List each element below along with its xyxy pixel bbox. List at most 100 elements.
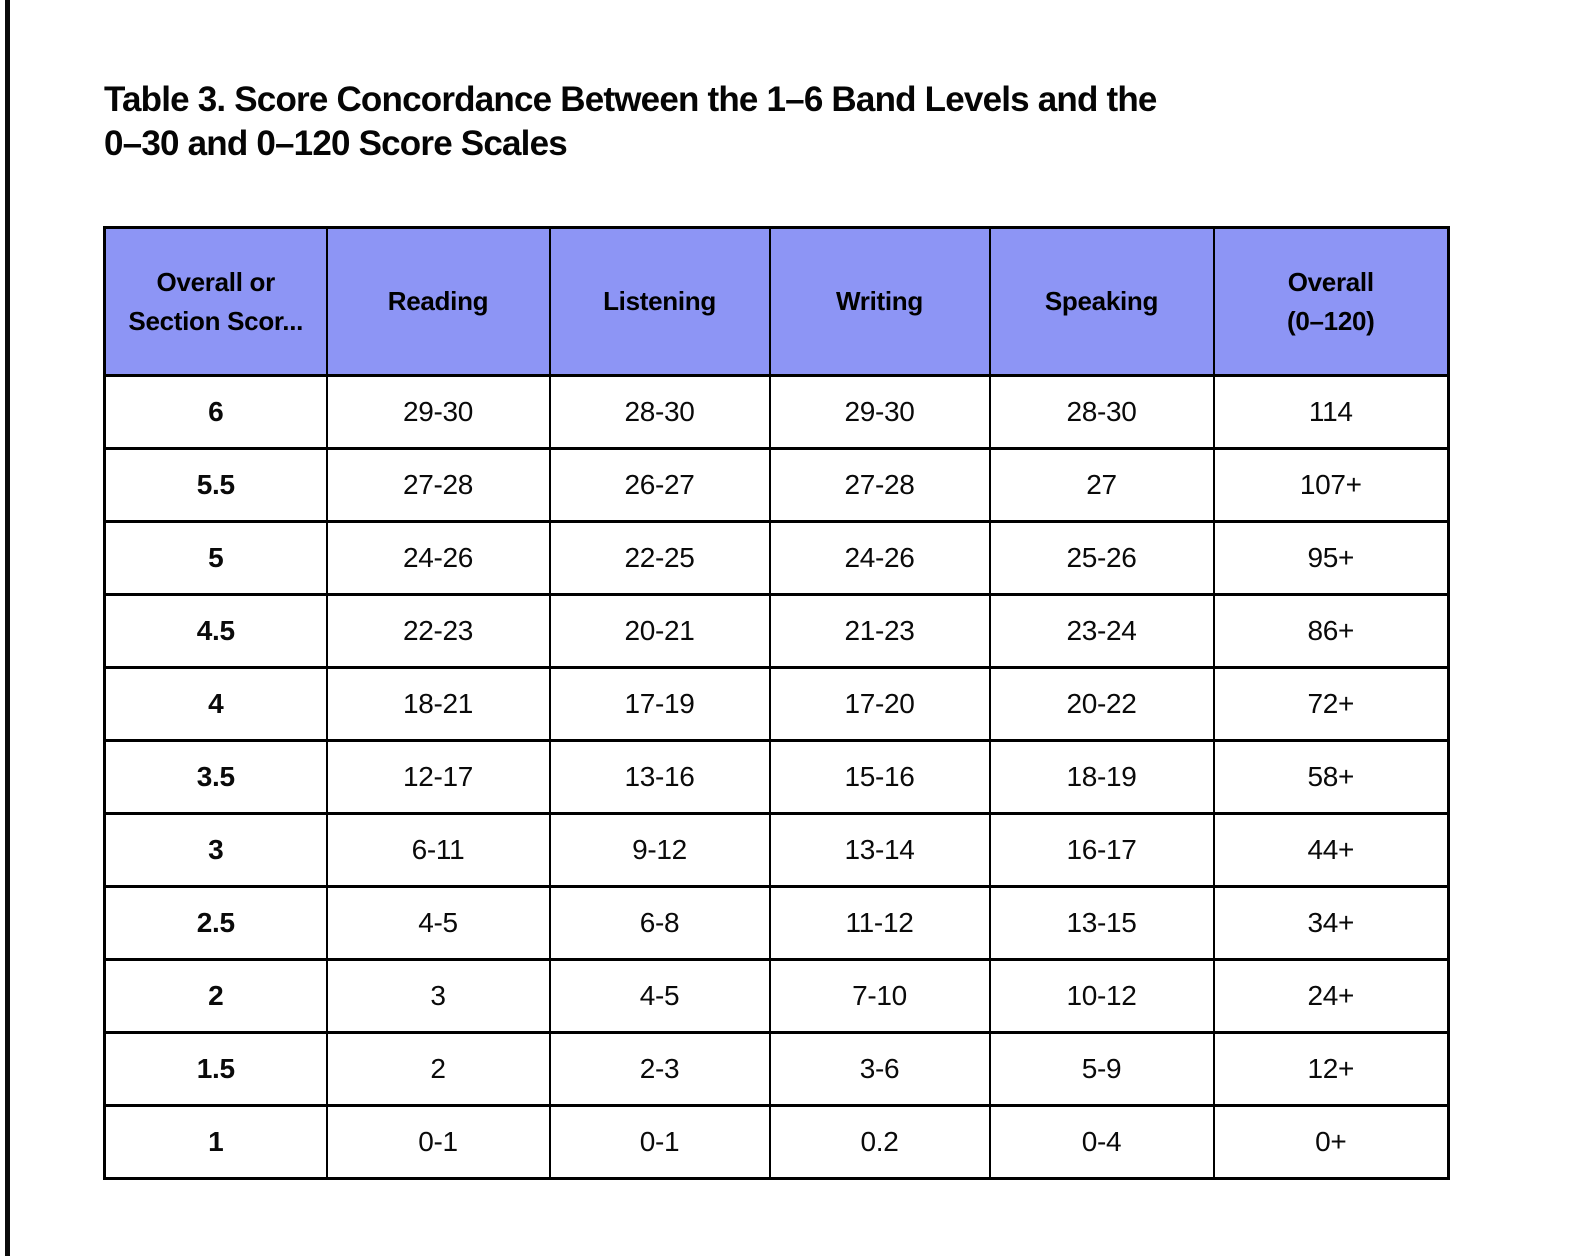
band-level-cell: 5 [103, 520, 328, 596]
cell-writing: 27-28 [768, 447, 991, 523]
cell-speaking: 20-22 [988, 666, 1215, 742]
header-cell-line: Overall [1287, 266, 1374, 297]
cell-listening: 17-19 [548, 666, 771, 742]
cell-listening: 26-27 [548, 447, 771, 523]
score-table-body: 6 29-30 28-30 29-30 28-30 114 5.5 27-28 26-27 27-… [103, 374, 1450, 1180]
header-cell-line: Overall or [156, 266, 276, 297]
header-cell-line: Writing [836, 286, 923, 316]
cell-overall: 34+ [1212, 885, 1450, 961]
band-level-cell: 6 [103, 374, 328, 450]
cell-listening: 20-21 [548, 593, 771, 669]
header-cell-writing: Writing [768, 226, 991, 377]
table-title-line-1: Table 3. Score Concordance Between the 1… [104, 80, 1157, 119]
cell-speaking: 13-15 [988, 885, 1215, 961]
table-title: Table 3. Score Concordance Between the 1… [104, 78, 1304, 166]
cell-speaking: 0-4 [988, 1104, 1215, 1180]
cell-overall: 114 [1212, 374, 1450, 450]
cell-overall: 72+ [1212, 666, 1450, 742]
table-row: 1.5 2 2-3 3-6 5-9 12+ [103, 1031, 1450, 1107]
cell-overall: 107+ [1212, 447, 1450, 523]
header-cell-line: Reading [387, 286, 489, 316]
cell-reading: 4-5 [325, 885, 551, 961]
header-cell-reading: Reading [325, 226, 551, 377]
cell-writing: 13-14 [768, 812, 991, 888]
table-title-line-2: 0–30 and 0–120 Score Scales [104, 124, 568, 163]
header-cell-line: Listening [603, 286, 716, 316]
cell-listening: 2-3 [548, 1031, 771, 1107]
cell-reading: 27-28 [325, 447, 551, 523]
score-table-container: Overall or Section Scor... Reading Listenin… [103, 226, 1450, 1180]
cell-writing: 7-10 [768, 958, 991, 1034]
header-cell-overall: Overall (0–120) [1212, 226, 1450, 377]
band-level-cell: 3 [103, 812, 328, 888]
cell-writing: 15-16 [768, 739, 991, 815]
cell-listening: 28-30 [548, 374, 771, 450]
cell-overall: 44+ [1212, 812, 1450, 888]
cell-reading: 29-30 [325, 374, 551, 450]
cell-speaking: 16-17 [988, 812, 1215, 888]
cell-speaking: 18-19 [988, 739, 1215, 815]
cell-speaking: 28-30 [988, 374, 1215, 450]
cell-writing: 3-6 [768, 1031, 991, 1107]
cell-overall: 95+ [1212, 520, 1450, 596]
band-level-cell: 5.5 [103, 447, 328, 523]
cell-reading: 2 [325, 1031, 551, 1107]
table-row: 4.5 22-23 20-21 21-23 23-24 86+ [103, 593, 1450, 669]
table-row: 3 6-11 9-12 13-14 16-17 44+ [103, 812, 1450, 888]
table-row: 2 3 4-5 7-10 10-12 24+ [103, 958, 1450, 1034]
header-row: Overall or Section Scor... Reading Listenin… [103, 226, 1450, 377]
table-row: 3.5 12-17 13-16 15-16 18-19 58+ [103, 739, 1450, 815]
cell-listening: 6-8 [548, 885, 771, 961]
cell-reading: 12-17 [325, 739, 551, 815]
table-row: 5.5 27-28 26-27 27-28 27 107+ [103, 447, 1450, 523]
header-cell-line: Section Scor... [128, 305, 304, 336]
cell-listening: 13-16 [548, 739, 771, 815]
cell-speaking: 23-24 [988, 593, 1215, 669]
band-level-cell: 3.5 [103, 739, 328, 815]
cell-reading: 6-11 [325, 812, 551, 888]
band-level-cell: 4 [103, 666, 328, 742]
table-row: 2.5 4-5 6-8 11-12 13-15 34+ [103, 885, 1450, 961]
cell-listening: 22-25 [548, 520, 771, 596]
cell-writing: 0.2 [768, 1104, 991, 1180]
cell-listening: 4-5 [548, 958, 771, 1034]
cell-writing: 29-30 [768, 374, 991, 450]
table-row: 1 0-1 0-1 0.2 0-4 0+ [103, 1104, 1450, 1180]
cell-listening: 0-1 [548, 1104, 771, 1180]
cell-reading: 18-21 [325, 666, 551, 742]
table-row: 6 29-30 28-30 29-30 28-30 114 [103, 374, 1450, 450]
cell-writing: 24-26 [768, 520, 991, 596]
cell-listening: 9-12 [548, 812, 771, 888]
header-cell-line: Speaking [1044, 286, 1159, 316]
page-left-edge [5, 0, 10, 1256]
cell-overall: 24+ [1212, 958, 1450, 1034]
header-cell-speaking: Speaking [988, 226, 1215, 377]
cell-overall: 12+ [1212, 1031, 1450, 1107]
band-level-cell: 2 [103, 958, 328, 1034]
cell-speaking: 5-9 [988, 1031, 1215, 1107]
cell-speaking: 27 [988, 447, 1215, 523]
cell-speaking: 10-12 [988, 958, 1215, 1034]
cell-overall: 0+ [1212, 1104, 1450, 1180]
band-level-cell: 2.5 [103, 885, 328, 961]
cell-reading: 22-23 [325, 593, 551, 669]
cell-overall: 86+ [1212, 593, 1450, 669]
cell-reading: 3 [325, 958, 551, 1034]
table-row: 4 18-21 17-19 17-20 20-22 72+ [103, 666, 1450, 742]
cell-reading: 24-26 [325, 520, 551, 596]
score-table-head: Overall or Section Scor... Reading Listenin… [103, 226, 1450, 377]
band-level-cell: 1 [103, 1104, 328, 1180]
band-level-cell: 1.5 [103, 1031, 328, 1107]
cell-overall: 58+ [1212, 739, 1450, 815]
header-cell-band-level: Overall or Section Scor... [103, 226, 328, 377]
header-cell-listening: Listening [548, 226, 771, 377]
cell-speaking: 25-26 [988, 520, 1215, 596]
score-table: Overall or Section Scor... Reading Listenin… [103, 226, 1450, 1180]
header-cell-line: (0–120) [1286, 305, 1375, 336]
table-row: 5 24-26 22-25 24-26 25-26 95+ [103, 520, 1450, 596]
band-level-cell: 4.5 [103, 593, 328, 669]
cell-writing: 21-23 [768, 593, 991, 669]
cell-writing: 11-12 [768, 885, 991, 961]
cell-writing: 17-20 [768, 666, 991, 742]
